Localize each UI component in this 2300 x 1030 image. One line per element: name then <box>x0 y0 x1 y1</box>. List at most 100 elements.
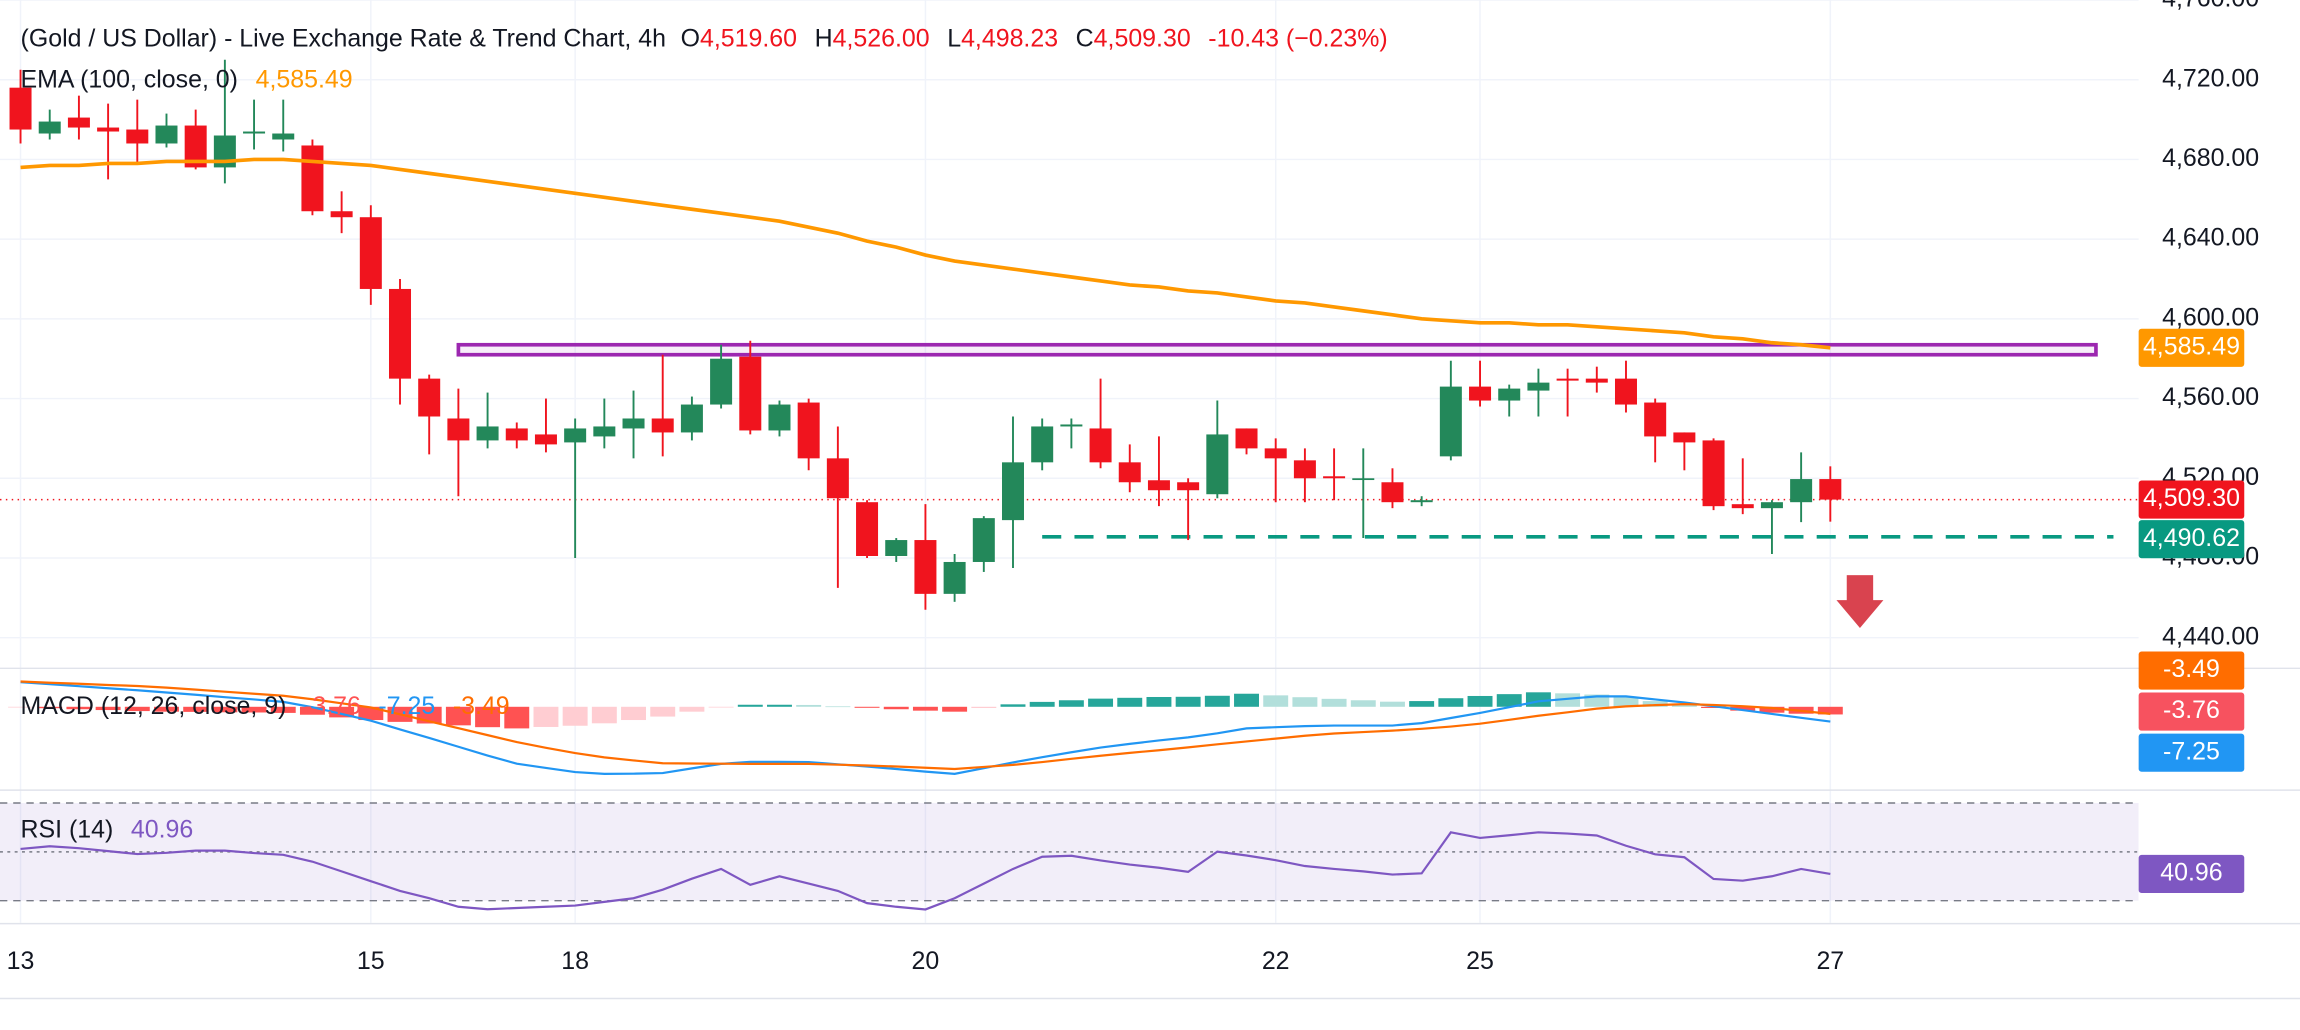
macd-histogram-bar <box>504 706 530 729</box>
macd-histogram-bar <box>1496 694 1522 707</box>
candle-body <box>680 404 703 433</box>
legend: MACD (12, 26, close, 9) -3.76 -7.25 -3.49 <box>21 692 510 720</box>
candle-body <box>1819 479 1842 500</box>
macd-histogram-bar <box>942 706 968 712</box>
candle-body <box>1673 432 1696 443</box>
legends: (Gold / US Dollar) - Live Exchange Rate … <box>21 24 1388 843</box>
legend-item: (Gold / US Dollar) - Live Exchange Rate … <box>21 24 666 52</box>
macd-histogram-bar <box>299 706 325 715</box>
signal-line <box>20 680 1831 771</box>
x-tick-label: 27 <box>1816 947 1844 975</box>
candle-body <box>1001 462 1024 521</box>
macd-histogram-bar <box>37 706 63 709</box>
candle-body <box>1410 500 1433 503</box>
candle-body <box>943 561 966 594</box>
macd-histogram-bar <box>737 704 763 707</box>
candle-body <box>768 404 791 431</box>
candle-body <box>1177 482 1200 491</box>
candle-body <box>476 426 499 441</box>
x-tick-label: 15 <box>357 947 385 975</box>
resistance-zone <box>456 342 2098 357</box>
candle-body <box>1147 480 1170 491</box>
legend-item: 4,585.49 <box>256 65 353 93</box>
legend: RSI (14) 40.96 <box>21 815 194 843</box>
y-tick-label: 4,440.00 <box>2162 622 2259 650</box>
candle-body <box>1556 378 1579 381</box>
legend-item: -3.76 <box>304 692 361 720</box>
macd-histogram-bar <box>854 706 880 708</box>
x-tick-label: 22 <box>1262 947 1290 975</box>
macd-histogram-bar <box>708 706 734 708</box>
macd-histogram-bar <box>1058 700 1084 707</box>
macd-histogram-bar <box>562 706 588 726</box>
price-badges: 4,585.49 4,509.30 4,490.62 -3.49 -3.76 -7.25 4… <box>2138 328 2245 894</box>
macd-histogram-bar <box>8 706 34 708</box>
price-badge <box>2138 651 2245 690</box>
candle-body <box>389 288 412 379</box>
candle-body <box>243 131 266 134</box>
x-tick-label: 18 <box>561 947 589 975</box>
macd-histogram-bar <box>650 706 676 717</box>
macd-histogram-bar <box>621 706 646 721</box>
price-badge <box>2138 480 2245 519</box>
legend-item: 4,519.60 <box>700 24 797 52</box>
candle-body <box>1790 479 1813 503</box>
legend-item: L <box>947 24 961 52</box>
candle-body <box>856 502 879 556</box>
candle-body <box>797 402 820 459</box>
candle-body <box>418 378 441 417</box>
candle-body <box>272 133 295 140</box>
candle-body <box>1118 462 1141 483</box>
macd-histogram-bar <box>270 706 296 713</box>
arrow-head <box>1836 600 1884 628</box>
candle-body <box>447 418 470 441</box>
candle-body <box>593 426 616 437</box>
candle-body <box>1381 482 1404 503</box>
legend-item: 40.96 <box>131 815 193 843</box>
price-badge <box>2138 520 2245 559</box>
macd-histogram-bar <box>183 706 209 712</box>
candle-body <box>9 87 32 130</box>
candle-body <box>1060 424 1083 427</box>
legend-item: 4,526.00 <box>833 24 930 52</box>
macd-histogram-bar <box>1642 701 1668 707</box>
macd-histogram-bar <box>1438 698 1464 707</box>
price-badge-label: -7.25 <box>2163 737 2220 765</box>
legend-item: 4,498.23 <box>961 24 1058 52</box>
macd-histogram-bar <box>1409 701 1435 707</box>
price-badge-label: 4,585.49 <box>2143 332 2240 360</box>
candle-body <box>1585 378 1608 383</box>
candle-body <box>505 428 528 441</box>
macd-histogram-bar <box>66 706 92 710</box>
candle-body <box>972 518 995 562</box>
macd-histogram-bar <box>1613 696 1639 707</box>
price-badge <box>2138 328 2245 367</box>
candle-body <box>155 125 178 144</box>
macd-histogram-bar <box>912 706 938 711</box>
y-tick-label: 4,680.00 <box>2162 144 2259 172</box>
macd-histogram-bar <box>1350 700 1376 707</box>
candle-body <box>1760 502 1783 509</box>
candle-body <box>1469 386 1492 401</box>
macd-histogram-bar <box>329 706 355 718</box>
macd-histogram-bar <box>1175 696 1201 707</box>
macd-histogram-bar <box>971 706 997 709</box>
candle-body <box>651 418 674 433</box>
macd-histogram-bar <box>241 706 267 713</box>
legend: EMA (100, close, 0) 4,585.49 <box>21 65 353 93</box>
candle-body <box>38 121 61 134</box>
price-badge-label: 40.96 <box>2160 859 2222 887</box>
candle-body <box>1031 426 1054 463</box>
macd-histogram-bar <box>1730 706 1756 711</box>
candle-body <box>564 428 587 443</box>
legend-item: O <box>681 24 700 52</box>
candle-body <box>914 540 937 594</box>
x-tick-label: 25 <box>1466 947 1494 975</box>
legend: (Gold / US Dollar) - Live Exchange Rate … <box>21 24 1388 52</box>
macd-histogram-bar <box>883 706 909 710</box>
macd-histogram-bar <box>1467 695 1493 707</box>
macd-histogram-bar <box>154 706 179 712</box>
